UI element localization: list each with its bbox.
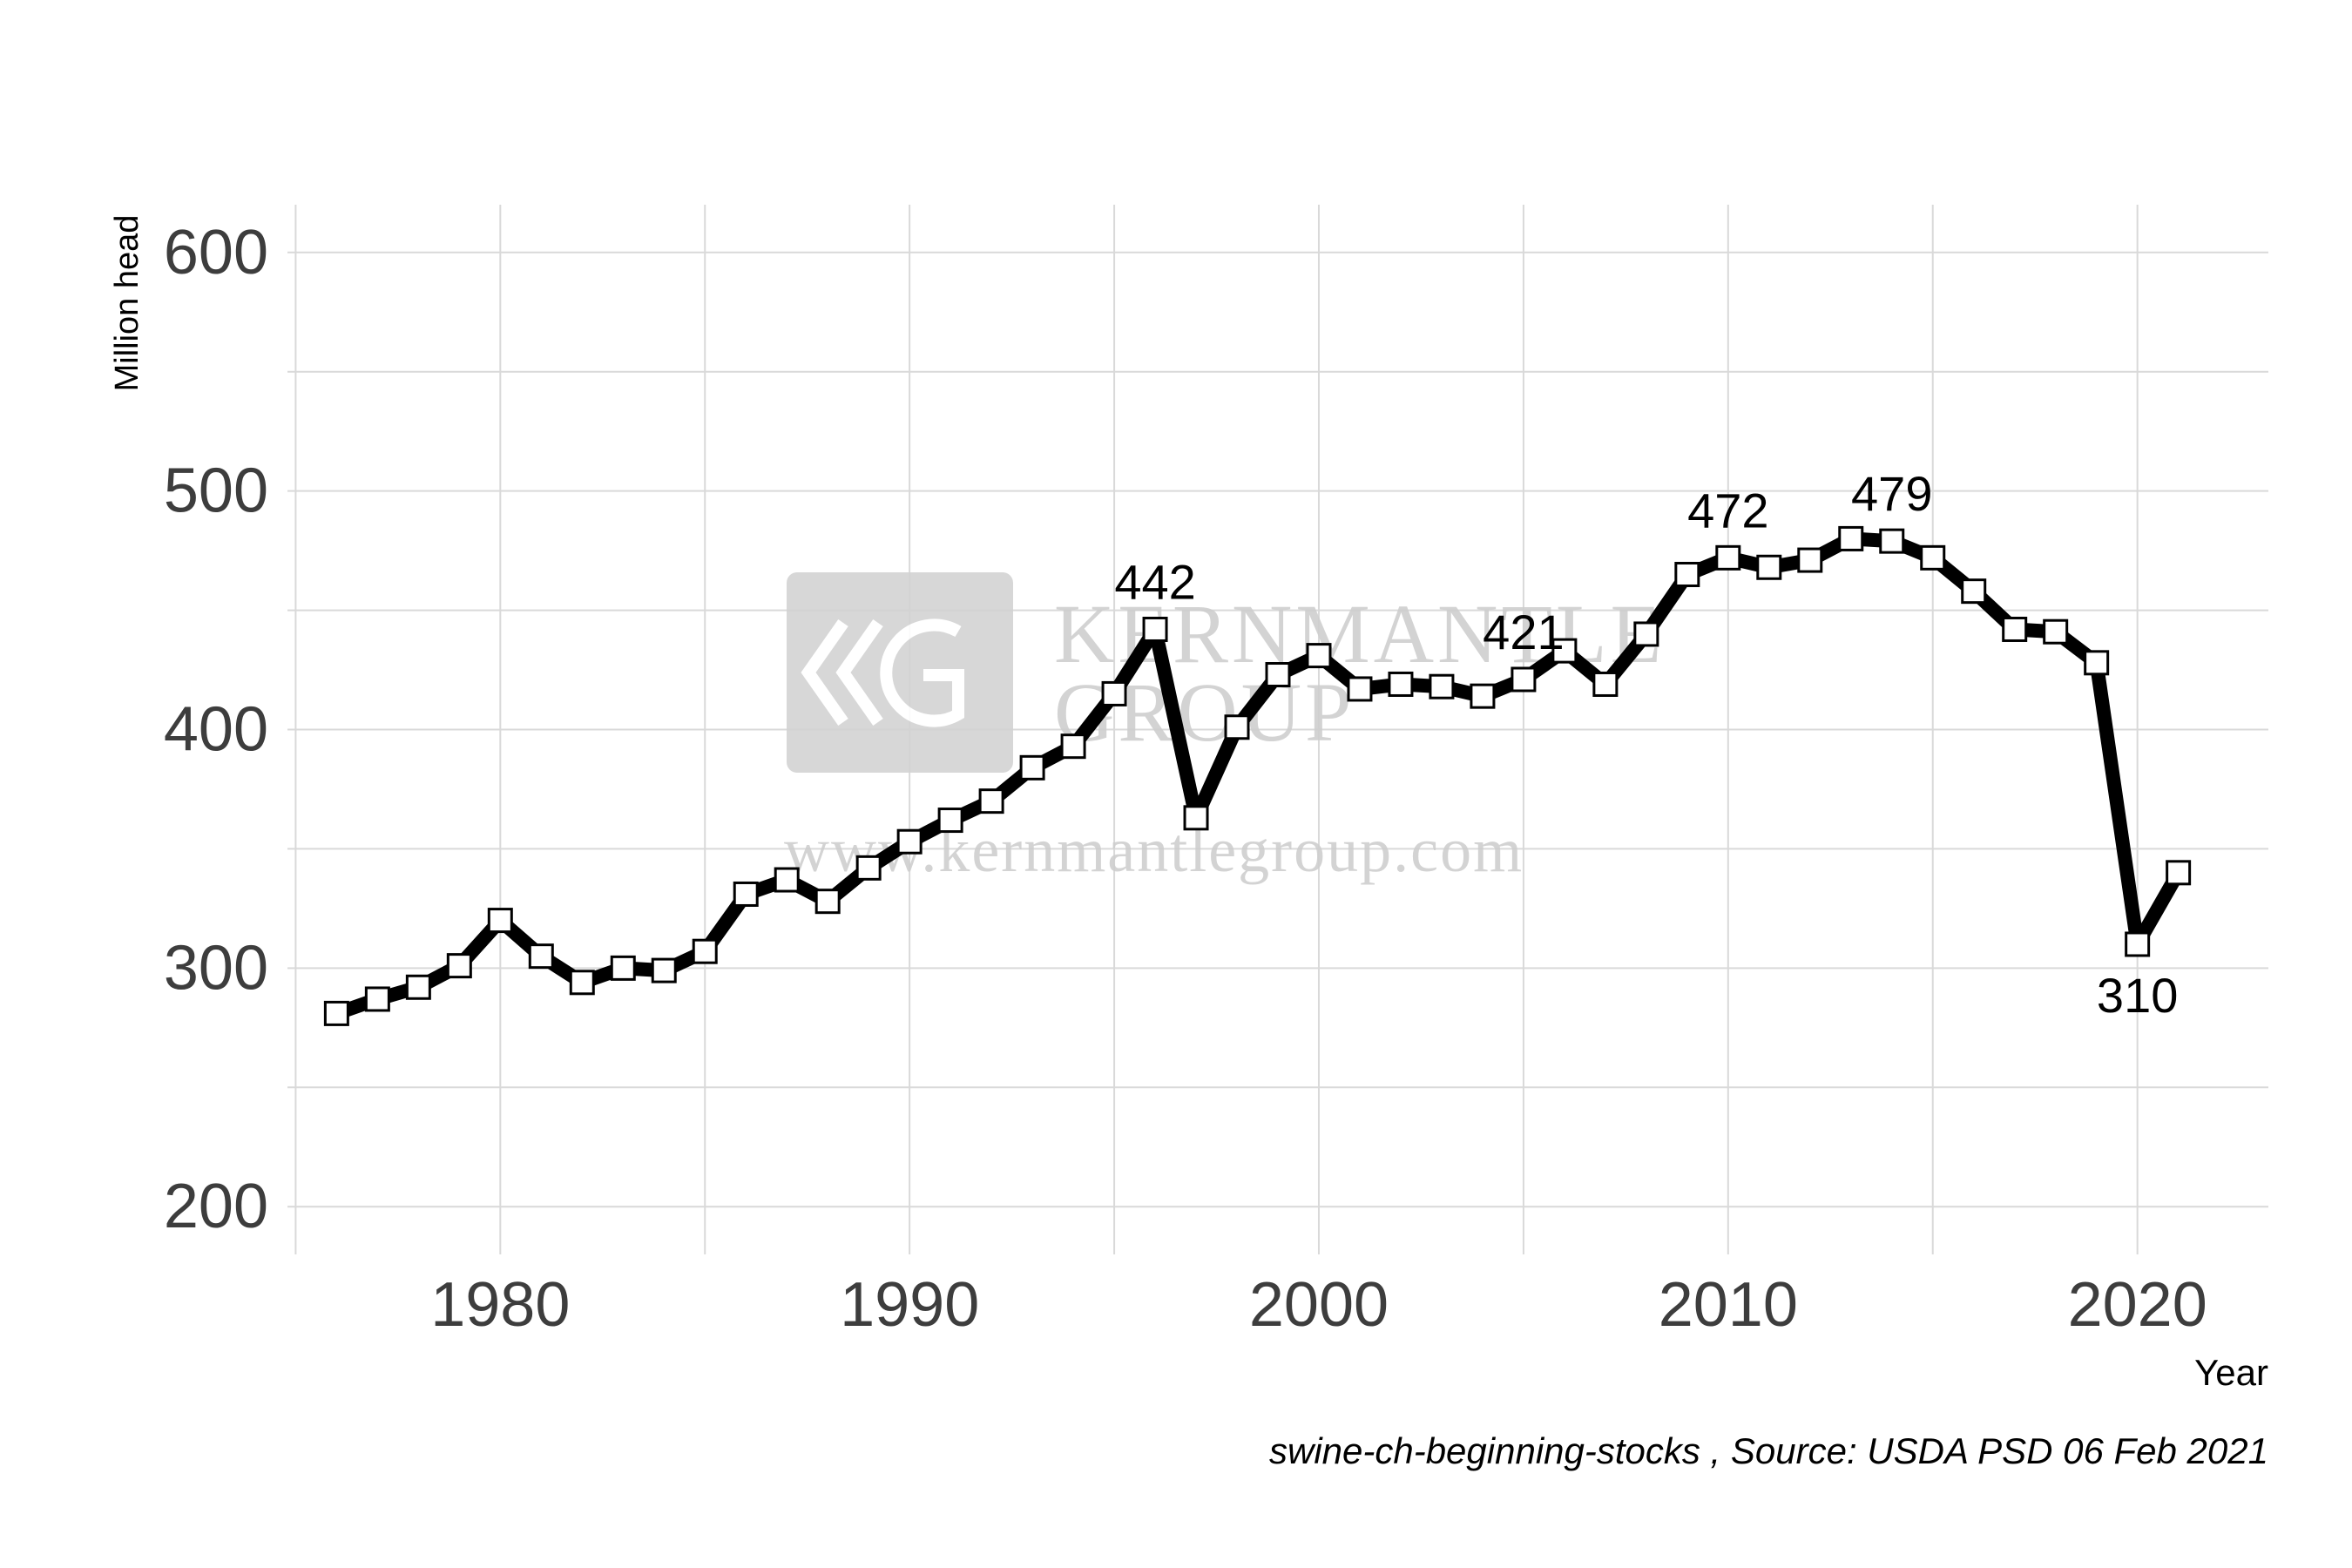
data-point bbox=[1920, 544, 1946, 571]
annotations: 442 421 472 479 310 bbox=[1114, 466, 2178, 1023]
x-tick-label: 2000 bbox=[1249, 1270, 1389, 1340]
data-point bbox=[1347, 676, 1373, 702]
series-line bbox=[329, 531, 2186, 1021]
data-point bbox=[2125, 931, 2151, 957]
data-point bbox=[1060, 733, 1086, 760]
data-point bbox=[855, 855, 882, 881]
data-point bbox=[1961, 578, 1987, 605]
data-point bbox=[1551, 638, 1578, 664]
data-point bbox=[364, 986, 390, 1012]
caption: swine-ch-beginning-stocks , Source: USDA… bbox=[1269, 1430, 2268, 1471]
y-tick-label: 500 bbox=[164, 456, 268, 526]
data-point bbox=[937, 808, 963, 834]
data-point bbox=[1470, 683, 1496, 709]
data-point bbox=[692, 938, 718, 964]
data-point bbox=[1633, 621, 1659, 647]
data-point bbox=[1797, 547, 1823, 573]
data-label: 310 bbox=[2097, 968, 2178, 1023]
y-axis-title: Million head bbox=[109, 215, 145, 392]
watermark-logo-mark bbox=[801, 618, 964, 727]
data-point bbox=[1511, 666, 1537, 693]
ticks: 1980 1990 2000 2010 2020 200 300 400 500 600 bbox=[164, 218, 2207, 1340]
data-point bbox=[814, 889, 841, 915]
watermark-logo-box bbox=[787, 572, 1013, 773]
data-point bbox=[896, 828, 923, 855]
data-point bbox=[733, 881, 759, 907]
y-tick-label: 300 bbox=[164, 933, 268, 1003]
data-point bbox=[1592, 671, 1619, 697]
data-point bbox=[774, 867, 800, 893]
data-point bbox=[1224, 714, 1250, 740]
data-point bbox=[2002, 616, 2028, 642]
data-label: 442 bbox=[1114, 554, 1195, 609]
data-point bbox=[1101, 680, 1127, 706]
series-polyline bbox=[329, 531, 2186, 1021]
data-point bbox=[405, 974, 431, 1000]
y-tick-label: 200 bbox=[164, 1172, 268, 1241]
data-point bbox=[610, 955, 636, 981]
data-point bbox=[2043, 618, 2069, 645]
x-axis-title: Year bbox=[2194, 1352, 2268, 1393]
data-point bbox=[2166, 860, 2192, 886]
data-point bbox=[1429, 673, 1455, 700]
data-point bbox=[323, 1000, 349, 1026]
x-tick-label: 2020 bbox=[2068, 1270, 2207, 1340]
data-point bbox=[446, 953, 472, 979]
data-point bbox=[1388, 671, 1414, 697]
data-point bbox=[528, 943, 554, 970]
data-point bbox=[1183, 805, 1209, 831]
data-point bbox=[1715, 544, 1741, 571]
data-label: 472 bbox=[1687, 483, 1768, 537]
data-point bbox=[487, 908, 513, 934]
markers bbox=[323, 525, 2192, 1026]
data-label: 421 bbox=[1483, 605, 1564, 659]
data-point bbox=[1142, 616, 1168, 642]
data-point bbox=[1265, 662, 1291, 688]
y-tick-label: 400 bbox=[164, 695, 268, 765]
data-point bbox=[1674, 561, 1700, 587]
data-point bbox=[1838, 525, 1864, 551]
x-tick-label: 1990 bbox=[840, 1270, 979, 1340]
data-point bbox=[569, 970, 595, 996]
data-point bbox=[1019, 754, 1045, 781]
data-point bbox=[1879, 528, 1905, 554]
data-point bbox=[2084, 650, 2110, 676]
x-tick-label: 1980 bbox=[430, 1270, 570, 1340]
x-tick-label: 2010 bbox=[1659, 1270, 1798, 1340]
data-point bbox=[1306, 643, 1332, 669]
data-point bbox=[1756, 554, 1782, 580]
y-tick-label: 600 bbox=[164, 218, 268, 287]
data-point bbox=[651, 957, 677, 983]
grid bbox=[287, 205, 2268, 1254]
data-label: 479 bbox=[1851, 466, 1932, 521]
data-point bbox=[978, 788, 1004, 814]
